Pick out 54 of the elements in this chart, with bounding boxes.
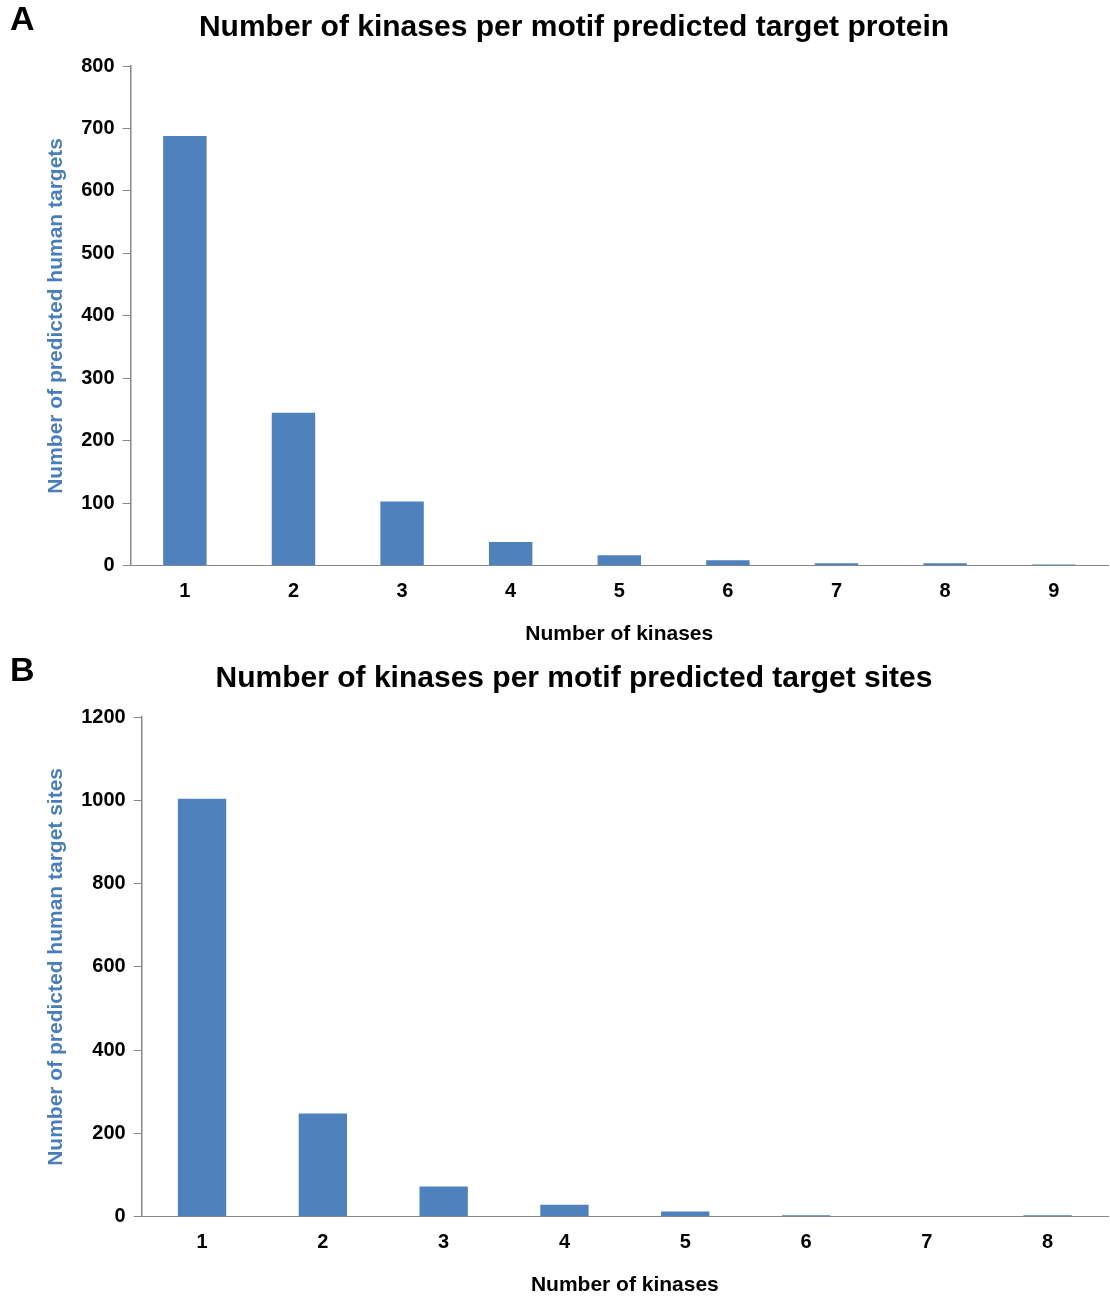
bar — [298, 1113, 348, 1217]
bar — [177, 798, 227, 1217]
y-tick-label: 600 — [81, 178, 115, 201]
bar — [706, 560, 750, 566]
x-tick-label: 4 — [558, 1230, 571, 1253]
x-tick-label: 3 — [396, 579, 408, 602]
y-tick-label: 800 — [92, 871, 126, 894]
y-tick-label: 300 — [81, 365, 115, 388]
x-tick-label: 9 — [1048, 579, 1060, 602]
x-tick-label: 8 — [939, 579, 951, 602]
bar — [163, 135, 207, 566]
y-tick-label: 1000 — [81, 787, 126, 810]
x-tick-label: 4 — [505, 579, 518, 602]
x-tick-label: 6 — [722, 579, 734, 602]
text: B — [10, 650, 35, 689]
chart-title: Number of kinases per motif predicted target protein — [198, 9, 950, 43]
bar — [488, 542, 533, 566]
x-tick-label: 2 — [287, 579, 300, 602]
x-tick-label: 5 — [613, 579, 625, 602]
y-axis-title: Number of predicted human target sites — [43, 767, 67, 1166]
bar — [814, 563, 859, 566]
bar — [380, 501, 424, 566]
x-tick-label: 7 — [830, 579, 843, 602]
x-tick-label: 6 — [800, 1230, 812, 1253]
y-tick-label: 400 — [81, 303, 115, 326]
x-tick-label: 1 — [196, 1230, 208, 1253]
x-tick-label: 5 — [679, 1230, 691, 1253]
bar — [597, 555, 642, 566]
bar — [419, 1186, 468, 1217]
chart-title: Number of kinases per motif predicted target sites — [215, 660, 933, 694]
x-tick-label: 3 — [438, 1230, 450, 1253]
bar — [271, 412, 316, 566]
x-tick-label: 1 — [179, 579, 191, 602]
y-tick-label: 800 — [81, 53, 115, 76]
y-tick-label: 400 — [92, 1037, 126, 1060]
y-tick-label: 0 — [114, 1204, 126, 1227]
y-tick-label: 200 — [81, 428, 115, 451]
y-axis-title: Number of predicted human targets — [43, 137, 67, 494]
y-tick-label: 0 — [103, 553, 115, 576]
bar — [661, 1211, 710, 1217]
y-tick-label: 700 — [81, 115, 115, 138]
x-axis-title: Number of kinases — [530, 1272, 719, 1296]
y-tick-label: 1200 — [81, 704, 126, 727]
y-tick-label: 200 — [92, 1121, 126, 1144]
bar — [540, 1204, 589, 1217]
x-axis-title: Number of kinases — [525, 621, 714, 645]
x-tick-label: 2 — [317, 1230, 329, 1253]
y-tick-label: 500 — [81, 240, 115, 263]
x-tick-label: 8 — [1042, 1230, 1054, 1253]
x-tick-label: 7 — [921, 1230, 933, 1253]
text: A — [10, 0, 35, 38]
y-tick-label: 100 — [81, 490, 115, 513]
bar — [923, 563, 967, 566]
y-tick-label: 600 — [92, 954, 126, 977]
